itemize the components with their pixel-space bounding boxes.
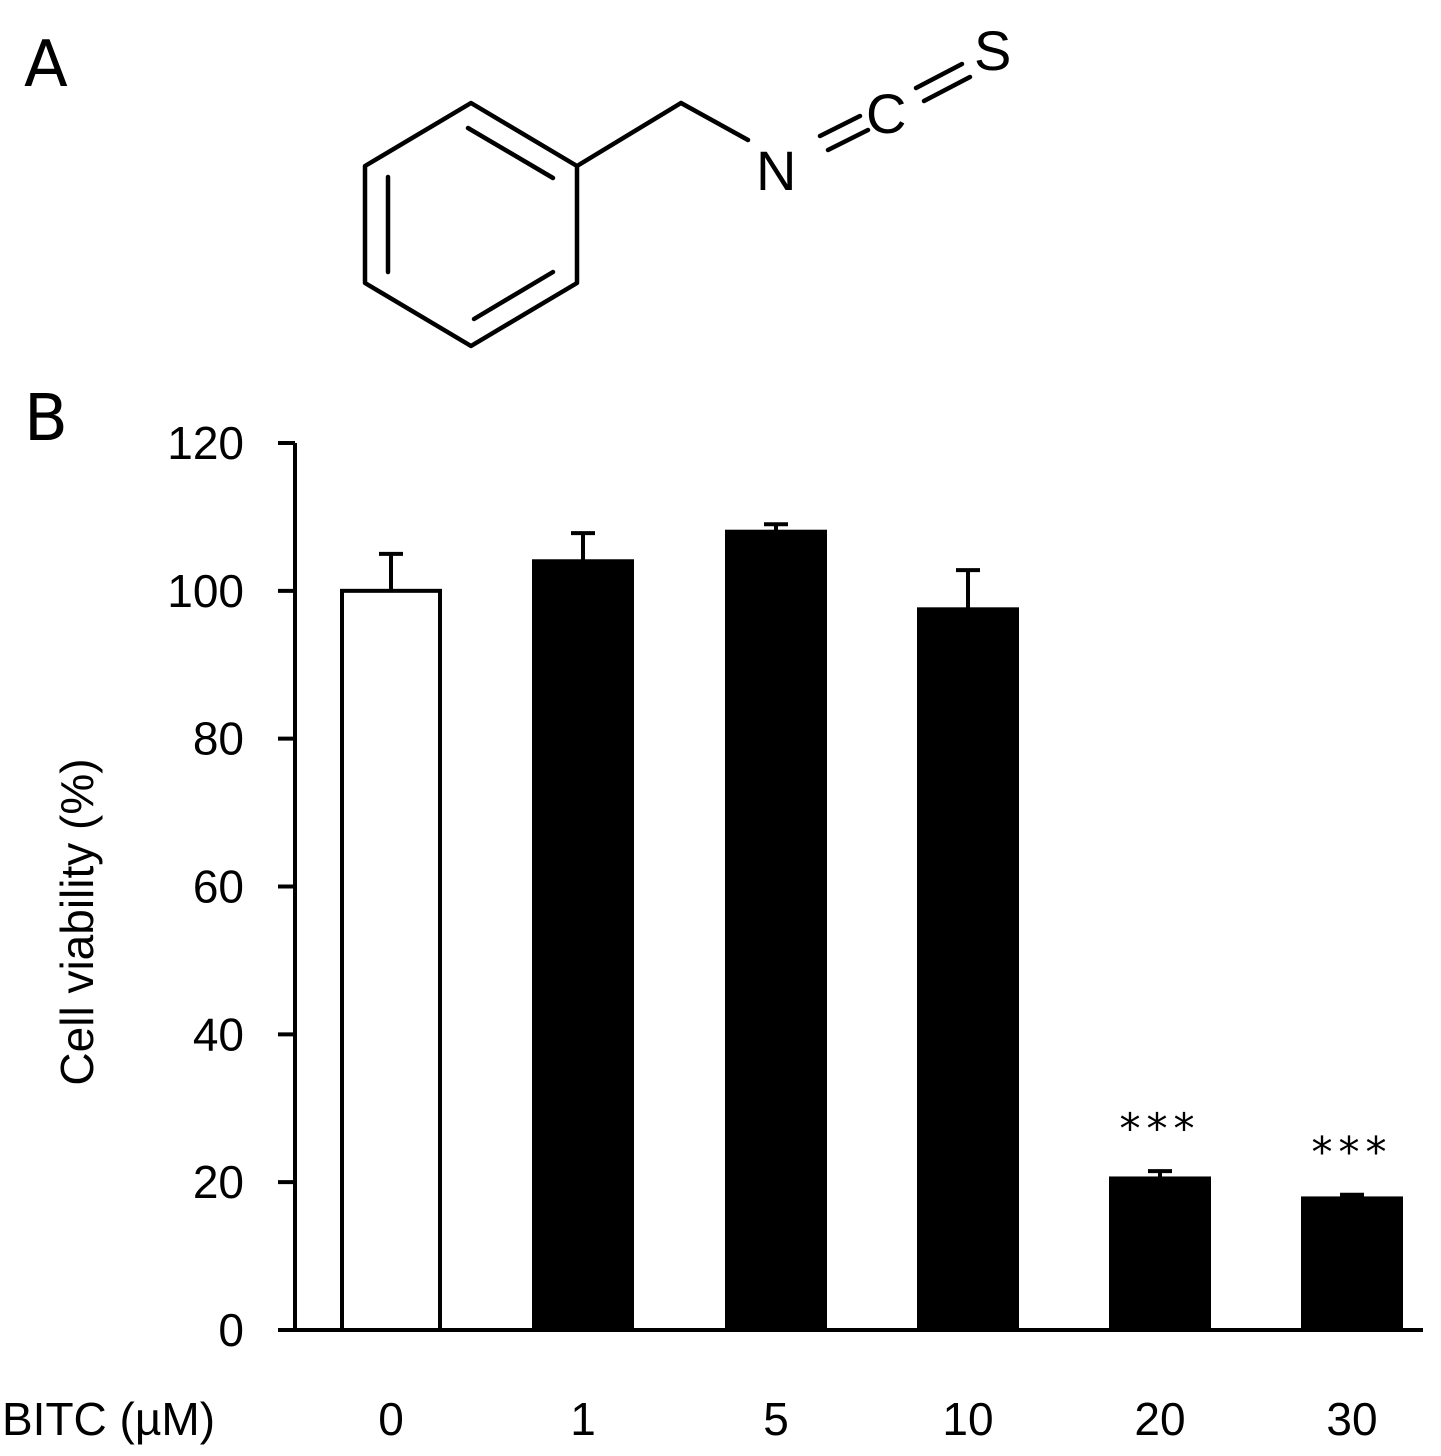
- ring-double-bond-2: [471, 269, 556, 322]
- c-s-double-bond-lower: [921, 74, 973, 104]
- y-axis-title: Cell viability (%): [51, 758, 103, 1085]
- bar-20: [1109, 1176, 1211, 1332]
- c-s-double-bond-upper: [913, 61, 965, 91]
- x-axis-title: BITC (µM): [2, 1393, 215, 1445]
- y-tick-label: 40: [193, 1008, 244, 1060]
- bar-5: [725, 529, 827, 1332]
- y-tick-label: 80: [193, 713, 244, 765]
- atom-c-label: C: [866, 82, 906, 145]
- y-axis-ticks: 0 20 40 60 80 100 120: [167, 417, 295, 1356]
- error-bars: [379, 522, 1364, 1199]
- y-tick-label: 0: [218, 1304, 244, 1356]
- bar-10: [917, 607, 1019, 1332]
- significance-labels: *** ***: [1120, 1104, 1393, 1177]
- atom-s-label: S: [974, 19, 1011, 82]
- x-tick-label: 10: [942, 1393, 993, 1445]
- bar-0: [340, 588, 442, 1332]
- x-tick-label: 20: [1134, 1393, 1185, 1445]
- ch2-to-n-bond: [678, 100, 751, 143]
- x-tick-label: 5: [763, 1393, 789, 1445]
- significance-label: ***: [1312, 1128, 1393, 1177]
- bar-chart: 0 20 40 60 80 100 120 *** *** 0 1 5 10 20 30: [167, 417, 1423, 1445]
- y-tick-label: 100: [167, 565, 244, 617]
- panel-b-label: B: [24, 382, 68, 456]
- y-tick-label: 60: [193, 861, 244, 913]
- significance-label: ***: [1120, 1104, 1201, 1153]
- x-tick-labels: 0 1 5 10 20 30: [378, 1393, 1377, 1445]
- benzyl-isothiocyanate-structure: [362, 61, 973, 349]
- y-tick-label: 120: [167, 417, 244, 469]
- atom-n-label: N: [756, 139, 796, 202]
- bar-30: [1301, 1196, 1403, 1333]
- ring-double-bond-1: [465, 125, 556, 181]
- bar-1: [532, 559, 634, 1332]
- panel-a-label: A: [24, 28, 68, 102]
- x-tick-label: 30: [1326, 1393, 1377, 1445]
- bars: [340, 529, 1403, 1333]
- x-tick-label: 0: [378, 1393, 404, 1445]
- ring-to-ch2-bond: [574, 100, 684, 169]
- benzene-ring: [362, 100, 580, 349]
- n-c-double-bond-lower: [825, 127, 871, 153]
- n-c-double-bond-upper: [817, 113, 863, 139]
- y-tick-label: 20: [193, 1156, 244, 1208]
- x-tick-label: 1: [570, 1393, 596, 1445]
